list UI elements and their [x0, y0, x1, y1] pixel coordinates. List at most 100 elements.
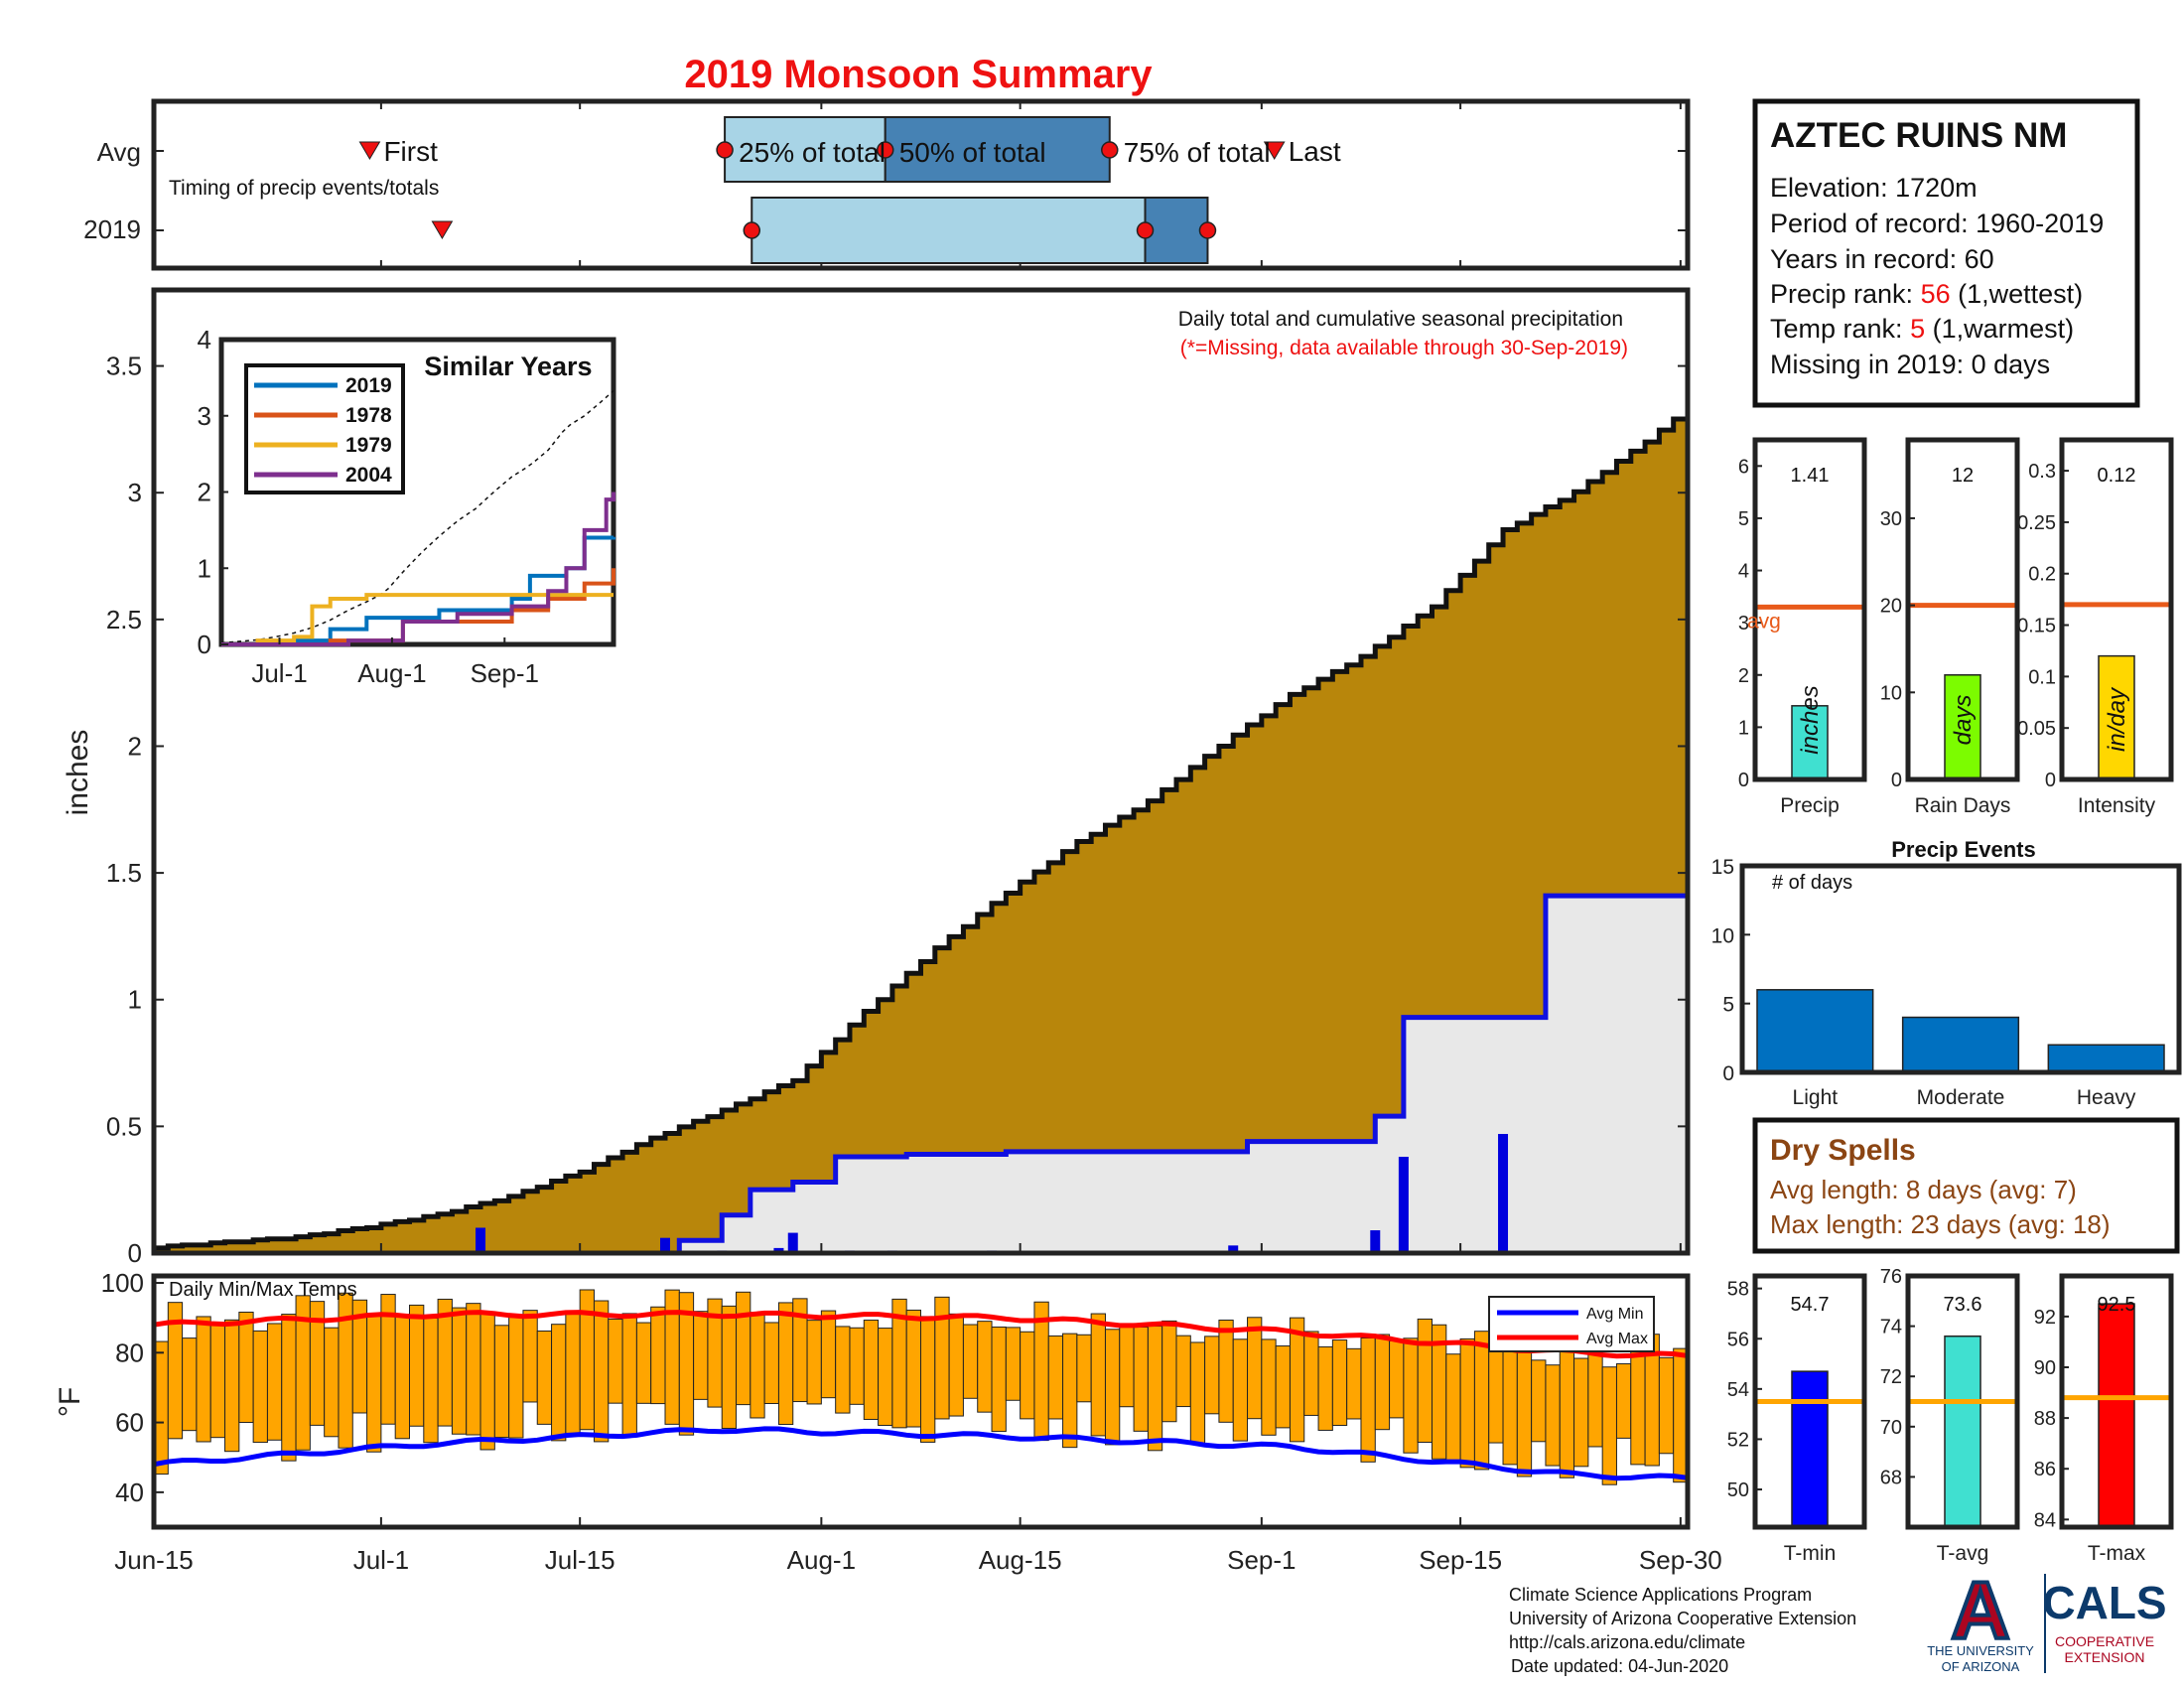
timing-row-label-2019: 2019: [83, 214, 141, 244]
ua-name-line2: OF ARIZONA: [1942, 1659, 2020, 1674]
temp-summary-value: 92.5: [2098, 1294, 2136, 1316]
2019-p25-dot: [743, 221, 761, 239]
station-period: Period of record: 1960-2019: [1770, 209, 2104, 238]
temp-summary-y-tick-label: 86: [2034, 1459, 2056, 1480]
temp-summary-y-tick-label: 50: [1727, 1479, 1749, 1501]
first-marker-label: First: [383, 136, 438, 167]
temp-panel-frame: [151, 1273, 1691, 1530]
timing-row-label-avg: Avg: [97, 137, 141, 167]
daily-temp-bar: [1204, 1336, 1220, 1415]
footer-university: University of Arizona Cooperative Extens…: [1509, 1609, 1856, 1628]
daily-temp-bar: [635, 1322, 652, 1404]
daily-temp-bar: [224, 1319, 240, 1453]
daily-temp-bar: [1047, 1335, 1064, 1420]
summary-y-tick-label: 0: [1891, 770, 1902, 791]
timing-panel-frame: [151, 98, 1691, 271]
daily-temp-bar: [536, 1331, 553, 1425]
daily-temp-bar: [593, 1300, 610, 1443]
daily-temp-bar: [1247, 1317, 1263, 1420]
temp-summary-bar: [2098, 1303, 2135, 1528]
avg-min-legend-label: Avg Min: [1586, 1306, 1644, 1323]
x-tick-label: Aug-1: [787, 1545, 856, 1575]
daily-temp-bar: [905, 1309, 922, 1428]
ua-name-line1: THE UNIVERSITY: [1927, 1643, 2034, 1658]
precip-panel: 0 0.5 1 1.5 2 2.5 3 3.5 inches Daily total and …: [62, 287, 1691, 1268]
summary-unit-label: in/day: [2104, 686, 2130, 752]
precip-y-tick-label: 3: [128, 478, 142, 507]
daily-temp-bar: [1459, 1337, 1475, 1469]
summary-unit-label: days: [1950, 695, 1977, 746]
temp-summary-y-tick-label: 68: [1880, 1467, 1902, 1488]
daily-precip-bar: [787, 1232, 798, 1253]
daily-temp-bar: [1445, 1353, 1461, 1463]
daily-temp-bar: [1573, 1357, 1589, 1468]
temp-summary-bar: [1791, 1370, 1829, 1528]
daily-temp-bar: [522, 1310, 538, 1403]
daily-temp-bar: [423, 1317, 439, 1444]
daily-temp-bar: [608, 1318, 623, 1404]
daily-temp-bar: [948, 1313, 964, 1417]
summary-bar: [1944, 674, 1981, 780]
cals-line2: EXTENSION: [2065, 1649, 2145, 1665]
daily-temp-bar: [196, 1316, 211, 1443]
summary-y-tick-label: 0.25: [2017, 512, 2056, 534]
temp-y-tick-label: 40: [115, 1477, 144, 1507]
inset-legend-label: 2019: [345, 374, 392, 397]
daily-temp-bar: [977, 1321, 993, 1413]
precip-y-tick-label: 1: [128, 985, 142, 1015]
daily-temp-bar: [1346, 1347, 1362, 1420]
summary-y-tick-label: 0.15: [2017, 616, 2056, 637]
temp-summary-frame: [1752, 1273, 1867, 1530]
daily-temp-bar: [1630, 1349, 1646, 1466]
temp-summary-y-tick-label: 84: [2034, 1509, 2056, 1531]
temp-summary-y-tick-label: 72: [1880, 1366, 1902, 1388]
summary-y-tick-label: 5: [1738, 508, 1749, 530]
summary-bar-frame: [1752, 437, 1867, 782]
daily-temp-bar: [1005, 1327, 1022, 1401]
summary-y-tick-label: 6: [1738, 456, 1749, 478]
precip-y-tick-label: 2: [128, 731, 142, 761]
station-elevation: Elevation: 1720m: [1770, 173, 1978, 203]
precip-y-tick-label: 0.5: [106, 1111, 142, 1141]
temp-summary-y-tick-label: 92: [2034, 1307, 2056, 1329]
daily-temp-bar: [1133, 1327, 1149, 1432]
similar-years-inset: 0 1 2 3 4 Jul-1 Aug-1 Sep-1 Similar Years 2019 1…: [198, 325, 616, 688]
temp-summary-label: T-avg: [1937, 1542, 1989, 1565]
x-tick-label: Jul-1: [353, 1545, 409, 1575]
daily-temp-bar: [493, 1325, 510, 1439]
daily-precip-bar: [1398, 1157, 1409, 1253]
precip-panel-frame: [151, 287, 1691, 1256]
precip-y-tick-label: 1.5: [106, 858, 142, 888]
figure-title: 2019 Monsoon Summary: [684, 53, 1153, 96]
station-precip-rank: Precip rank: 56 (1,wettest): [1770, 279, 2083, 309]
daily-temp-bar: [281, 1314, 297, 1462]
p25-label: 25% of total: [739, 137, 886, 168]
daily-temp-bar: [1161, 1320, 1177, 1423]
cals-line1: COOPERATIVE: [2055, 1633, 2154, 1649]
summary-y-tick-label: 1: [1738, 717, 1749, 739]
daily-temp-bar: [1090, 1313, 1106, 1437]
summary-bar-chart-rain-days: 0 10 20 30 12 days Rain Days: [1880, 437, 2020, 817]
daily-precip-bar: [773, 1247, 784, 1253]
temp-y-axis-label: °F: [54, 1387, 86, 1417]
dry-spells-max-length: Max length: 23 days (avg: 18): [1770, 1209, 2111, 1239]
daily-temp-bar: [437, 1298, 453, 1427]
x-tick-label: Jun-15: [114, 1545, 194, 1575]
footer-url: http://cals.arizona.edu/climate: [1509, 1632, 1745, 1652]
2019-p75-last-box: [1144, 197, 1209, 264]
temp-summary-y-tick-label: 88: [2034, 1408, 2056, 1430]
summary-y-tick-label: 4: [1738, 561, 1749, 583]
inset-y-tick-label: 4: [198, 325, 211, 354]
last-marker-label: Last: [1289, 136, 1341, 167]
temp-summary-value: 54.7: [1791, 1294, 1830, 1316]
temp-summary-t-max: 84 86 88 90 92 92.5 T-max: [2034, 1273, 2174, 1565]
daily-temp-bar: [479, 1313, 495, 1451]
temp-summary-y-tick-label: 52: [1727, 1429, 1749, 1451]
inset-series-1979: [221, 593, 614, 646]
x-tick-label: Sep-15: [1419, 1545, 1502, 1575]
footer-program: Climate Science Applications Program: [1509, 1585, 1812, 1605]
station-temp-rank: Temp rank: 5 (1,warmest): [1770, 314, 2074, 344]
events-y-tick-label: 15: [1711, 856, 1734, 879]
inset-series-2004: [221, 492, 615, 646]
